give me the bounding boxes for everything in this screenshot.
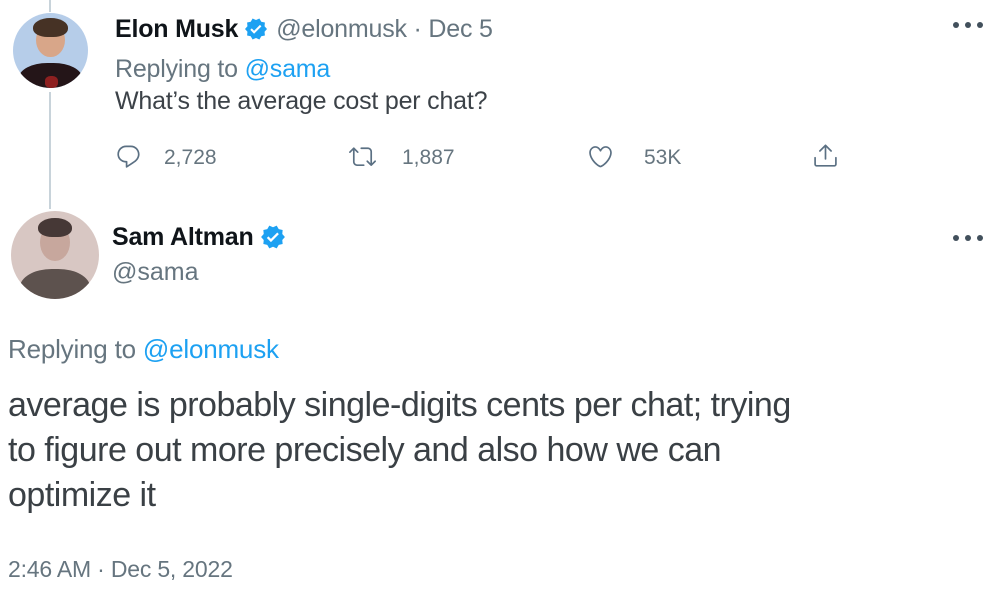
tweet2-replying-to: Replying to @elonmusk <box>8 334 279 365</box>
like-icon[interactable] <box>587 143 614 170</box>
tweet1-replying-to: Replying to @sama <box>115 55 330 84</box>
tweet1-more-options-icon[interactable] <box>953 22 983 28</box>
tweet2-more-options-icon[interactable] <box>953 235 983 241</box>
tweet1-stats-bar: 2,728 1,887 53K <box>0 142 1000 172</box>
tweet1-header: Elon Musk @elonmusk · Dec 5 <box>115 14 493 44</box>
share-icon[interactable] <box>812 142 839 169</box>
replying-target-link[interactable]: @elonmusk <box>142 334 279 364</box>
verified-badge-icon <box>260 224 286 250</box>
tweet2-author-name[interactable]: Sam Altman <box>112 222 254 251</box>
tweet1-handle-date[interactable]: @elonmusk · Dec 5 <box>276 14 493 43</box>
tweet2-text-line: optimize it <box>8 476 156 514</box>
avatar-hair <box>38 218 72 238</box>
retweet-icon[interactable] <box>349 143 376 170</box>
retweet-count[interactable]: 1,887 <box>402 146 455 169</box>
tweet1-author-name[interactable]: Elon Musk <box>115 14 239 43</box>
tweet1-text: What’s the average cost per chat? <box>115 87 488 115</box>
verified-badge-icon <box>244 17 268 41</box>
sam-altman-avatar[interactable] <box>11 211 99 299</box>
thread-line-top <box>49 0 51 12</box>
avatar-torso <box>19 269 91 299</box>
like-count[interactable]: 53K <box>644 146 682 169</box>
thread-line <box>49 92 51 209</box>
replying-prefix: Replying to <box>8 334 136 364</box>
reply-count[interactable]: 2,728 <box>164 146 217 169</box>
tweet2-text: average is probably single-digits cents … <box>8 383 791 518</box>
tweet2-text-line: to figure out more precisely and also ho… <box>8 431 722 469</box>
reply-icon[interactable] <box>115 143 142 170</box>
avatar-hair <box>33 17 68 37</box>
tweet2-timestamp: 2:46 AM · Dec 5, 2022 <box>8 556 233 582</box>
replying-prefix: Replying to <box>115 55 238 83</box>
tweet2-text-line: average is probably single-digits cents … <box>8 386 791 424</box>
elon-musk-avatar[interactable] <box>13 13 88 88</box>
tweet2-handle[interactable]: @sama <box>112 258 199 286</box>
avatar-accent <box>44 76 58 88</box>
tweet2-header: Sam Altman <box>112 222 286 252</box>
replying-target-link[interactable]: @sama <box>244 55 331 83</box>
